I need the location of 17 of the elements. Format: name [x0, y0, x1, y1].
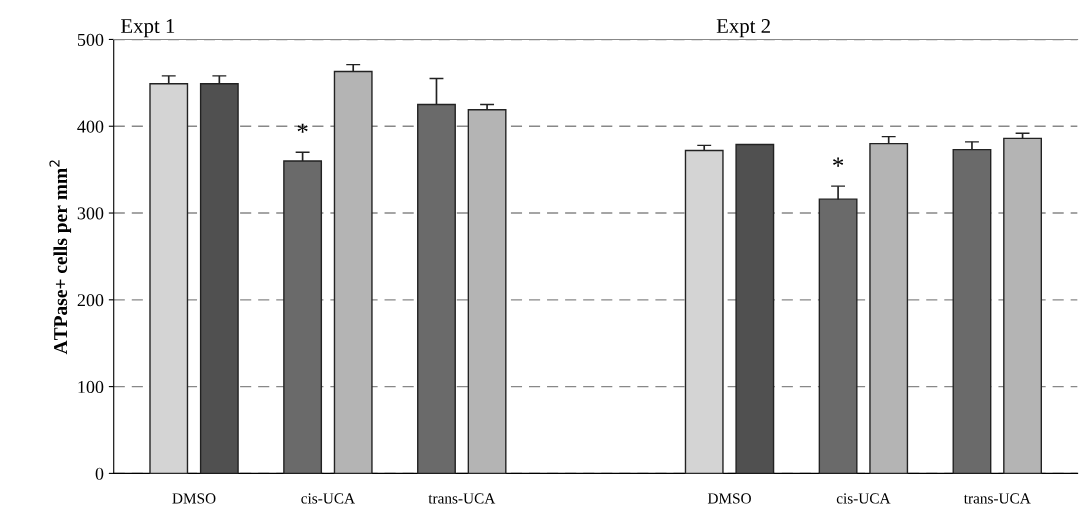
x-tick-label: cis-UCA — [836, 493, 891, 504]
x-tick-label: trans-UCA — [428, 493, 496, 504]
y-tick-label: 200 — [77, 294, 104, 307]
y-axis-title: ATPase+ cells per mm$^{2}$ — [49, 160, 72, 355]
y-tick-label: 400 — [77, 120, 104, 133]
x-tick-label: DMSO — [707, 493, 751, 504]
y-tick-label: 300 — [77, 207, 104, 220]
y-tick-label: 0 — [95, 467, 104, 480]
x-tick-label: DMSO — [172, 493, 216, 504]
text: Expt 1 — [121, 19, 175, 38]
y-tick-label: 100 — [78, 380, 104, 394]
y-tick-label: 500 — [77, 33, 104, 46]
annotation: * — [297, 123, 308, 133]
annotation: * — [833, 157, 844, 167]
text: Expt 2 — [716, 19, 770, 38]
x-tick-label: cis-UCA — [301, 493, 355, 504]
x-tick-label: trans-UCA — [963, 493, 1031, 504]
